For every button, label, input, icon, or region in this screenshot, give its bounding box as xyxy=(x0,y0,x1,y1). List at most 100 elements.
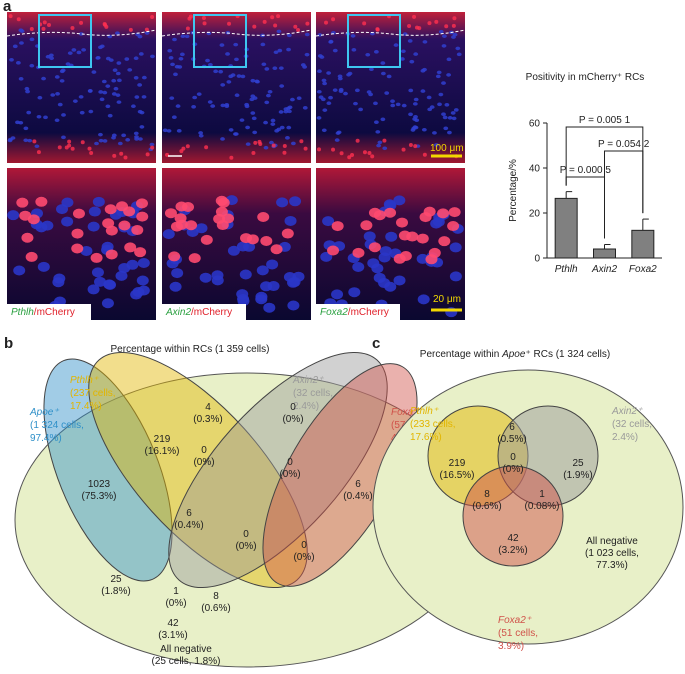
title-part: Apoe xyxy=(501,349,526,360)
set-label: Pthlh⁺ xyxy=(70,375,99,386)
cell-signal xyxy=(303,146,308,151)
nucleus xyxy=(72,99,78,103)
nucleus xyxy=(443,126,449,131)
nucleus xyxy=(384,91,390,95)
nucleus xyxy=(105,56,111,61)
nucleus xyxy=(255,294,268,305)
chart-title: Positivity in mCherry⁺ RCs xyxy=(526,72,645,83)
nucleus xyxy=(99,44,105,49)
nucleus xyxy=(137,83,143,87)
bar xyxy=(554,197,578,259)
nucleus xyxy=(272,66,278,70)
nucleus xyxy=(373,101,378,106)
nucleus xyxy=(41,76,46,81)
cell-signal xyxy=(134,247,147,258)
nucleus xyxy=(337,76,343,81)
cell-signal xyxy=(123,206,136,217)
venn-label: (0%) xyxy=(282,414,303,425)
nucleus xyxy=(378,277,391,288)
cell-signal xyxy=(362,21,367,26)
nucleus xyxy=(267,281,280,292)
nucleus xyxy=(111,135,116,140)
nucleus xyxy=(393,43,399,47)
reporter-name: /mCherry xyxy=(191,307,232,318)
nucleus xyxy=(250,78,256,83)
nucleus xyxy=(173,72,178,77)
cell-signal xyxy=(32,139,37,144)
cell-signal xyxy=(35,196,48,207)
nucleus xyxy=(225,52,230,56)
micrographs: Pthlh/mCherry Axin2/mCherry Foxa2/mCherry1… xyxy=(6,12,466,320)
nucleus xyxy=(171,268,184,279)
nucleus xyxy=(19,29,25,33)
nucleus xyxy=(196,92,202,96)
nucleus xyxy=(9,57,14,62)
y-tick-label: 40 xyxy=(529,164,541,175)
nucleus xyxy=(80,245,93,256)
nucleus xyxy=(10,136,16,140)
cell-signal xyxy=(331,17,336,22)
nucleus xyxy=(178,56,184,61)
venn-label: 219 xyxy=(154,434,171,445)
cell-signal xyxy=(425,254,438,265)
cell-signal xyxy=(260,235,273,246)
venn-title: Percentage within RCs (1 359 cells) xyxy=(111,344,270,355)
cell-signal xyxy=(123,155,128,160)
venn-label: (1.9%) xyxy=(563,470,592,481)
nucleus xyxy=(213,69,219,74)
nucleus xyxy=(289,196,302,207)
nucleus xyxy=(111,92,117,96)
nucleus xyxy=(437,102,442,107)
panel-letter: c xyxy=(372,335,380,352)
cell-signal xyxy=(79,20,84,25)
nucleus xyxy=(180,34,186,39)
nucleus xyxy=(320,97,326,102)
nucleus xyxy=(15,61,21,65)
nucleus xyxy=(414,118,420,123)
nucleus xyxy=(133,75,139,80)
set-label: (237 cells, xyxy=(70,388,116,399)
nucleus xyxy=(287,300,300,311)
nucleus xyxy=(94,276,107,287)
nucleus xyxy=(67,51,73,55)
cell-signal xyxy=(324,20,329,25)
nucleus xyxy=(441,44,447,48)
cell-signal xyxy=(217,197,230,208)
nucleus xyxy=(138,52,144,56)
nucleus xyxy=(286,33,292,38)
cell-signal xyxy=(164,208,177,219)
cell-signal xyxy=(118,220,131,231)
nucleus xyxy=(449,271,462,282)
venn-label: (1 023 cells, xyxy=(585,548,639,559)
nucleus xyxy=(102,90,108,95)
cell-signal xyxy=(136,211,149,222)
nucleus xyxy=(422,40,428,44)
nucleus xyxy=(71,48,77,52)
nucleus xyxy=(285,106,291,111)
cell-signal xyxy=(145,152,150,157)
nucleus xyxy=(369,67,374,72)
nucleus xyxy=(176,129,182,133)
nucleus xyxy=(25,89,30,94)
micrograph xyxy=(316,12,465,163)
nucleus xyxy=(116,61,122,65)
nucleus xyxy=(245,125,250,130)
nucleus xyxy=(395,102,401,107)
nucleus xyxy=(116,78,122,83)
nucleus xyxy=(278,66,284,70)
nucleus xyxy=(220,83,226,87)
nucleus xyxy=(316,116,322,120)
nucleus xyxy=(366,90,372,94)
nucleus xyxy=(407,39,413,43)
nucleus xyxy=(441,34,447,38)
venn-title: Percentage within Apoe⁺ RCs (1 324 cells… xyxy=(420,349,610,360)
cell-signal xyxy=(367,150,372,155)
cell-signal xyxy=(16,197,29,208)
nucleus xyxy=(198,131,204,135)
nucleus xyxy=(168,56,174,60)
nucleus xyxy=(456,52,462,57)
nucleus xyxy=(169,281,182,292)
scale-label: 20 μm xyxy=(433,294,461,305)
x-tick-label: Pthlh xyxy=(555,264,578,275)
